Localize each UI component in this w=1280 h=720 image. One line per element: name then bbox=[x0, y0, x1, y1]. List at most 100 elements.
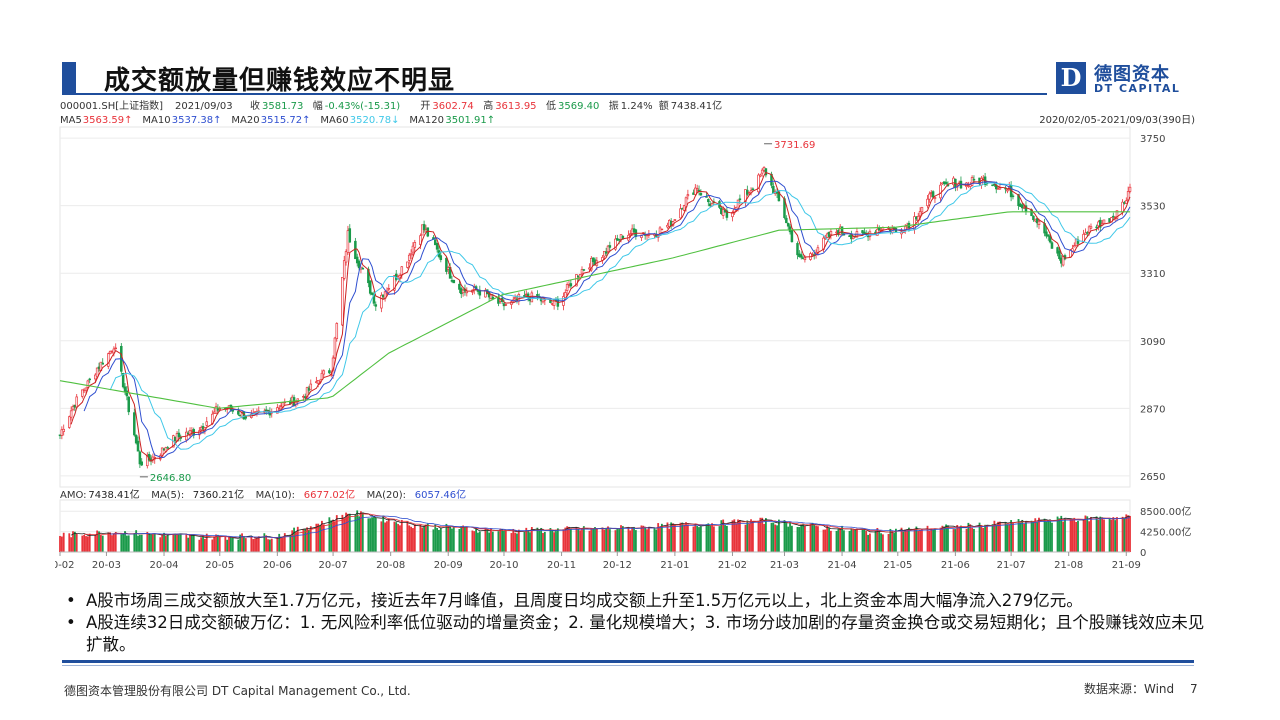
ma20-line bbox=[109, 182, 1131, 450]
volume-bar-358 bbox=[991, 524, 994, 552]
volume-bar-220 bbox=[631, 528, 634, 552]
ma60-line bbox=[59, 211, 1130, 409]
title-accent-bar bbox=[62, 62, 76, 94]
dt-capital-logo: D 德图资本 DT CAPITAL bbox=[1056, 62, 1196, 98]
candle-body-26 bbox=[125, 390, 129, 397]
volume-bar-115 bbox=[358, 516, 360, 552]
volume-bar-253 bbox=[718, 526, 721, 552]
x-tick-label-8: 20-10 bbox=[489, 560, 518, 571]
candle-body-247 bbox=[699, 192, 703, 196]
candle-body-215 bbox=[617, 238, 621, 241]
volume-bar-380 bbox=[1047, 521, 1050, 552]
candle-body-7 bbox=[75, 396, 78, 408]
candle-body-198 bbox=[575, 274, 578, 287]
volume-bar-90 bbox=[293, 527, 295, 552]
candle-body-138 bbox=[419, 235, 422, 245]
candle-body-140 bbox=[422, 224, 426, 231]
candle-body-132 bbox=[400, 266, 404, 276]
volume-bar-237 bbox=[673, 524, 676, 552]
quote-date: 2021/09/03 bbox=[175, 101, 233, 112]
candle-body-17 bbox=[101, 362, 104, 365]
candle-body-137 bbox=[413, 242, 417, 248]
volume-bar-43 bbox=[172, 533, 175, 552]
volume-bar-81 bbox=[269, 539, 271, 552]
volume-bar-85 bbox=[280, 537, 282, 552]
volume-bar-136 bbox=[412, 528, 414, 552]
candle-body-267 bbox=[751, 188, 755, 191]
candle-body-285 bbox=[799, 254, 803, 258]
volume-bar-158 bbox=[471, 530, 474, 552]
volume-bar-368 bbox=[1017, 519, 1020, 552]
volume-bar-354 bbox=[980, 525, 983, 552]
volume-bar-319 bbox=[889, 528, 892, 552]
candle-body-195 bbox=[565, 284, 569, 291]
volume-bar-411 bbox=[1127, 515, 1130, 552]
candle-body-374 bbox=[1032, 215, 1035, 221]
volume-bar-338 bbox=[939, 527, 942, 552]
candle-body-398 bbox=[1095, 226, 1098, 229]
volume-bar-315 bbox=[878, 531, 881, 552]
candle-body-240 bbox=[682, 205, 686, 211]
volume-bar-224 bbox=[642, 525, 645, 552]
volume-bar-212 bbox=[608, 529, 611, 552]
volume-bar-268 bbox=[757, 521, 760, 552]
volume-bar-31 bbox=[138, 534, 141, 552]
volume-bar-294 bbox=[824, 529, 827, 552]
volume-bar-59 bbox=[213, 536, 216, 552]
volume-bar-142 bbox=[426, 523, 429, 552]
volume-bar-221 bbox=[633, 526, 635, 552]
volume-bar-301 bbox=[841, 525, 843, 552]
volume-bar-351 bbox=[971, 527, 974, 552]
data-source: 数据来源：Wind bbox=[1084, 682, 1175, 696]
volume-bar-14 bbox=[96, 530, 99, 552]
candle-body-28 bbox=[133, 412, 136, 436]
volume-bar-281 bbox=[789, 521, 791, 552]
candle-body-381 bbox=[1048, 235, 1052, 243]
volume-bar-343 bbox=[952, 529, 955, 552]
volume-bar-340 bbox=[943, 526, 946, 552]
candle-body-328 bbox=[913, 216, 916, 230]
volume-bar-243 bbox=[692, 526, 695, 552]
volume-bar-139 bbox=[421, 527, 424, 552]
x-tick-label-17: 21-07 bbox=[997, 560, 1026, 571]
volume-bar-366 bbox=[1010, 520, 1013, 552]
volume-bar-367 bbox=[1012, 522, 1014, 552]
candle-body-269 bbox=[759, 174, 762, 177]
volume-bar-254 bbox=[720, 520, 723, 552]
x-tick-label-15: 21-05 bbox=[883, 560, 912, 571]
volume-bar-84 bbox=[278, 533, 281, 552]
candle-body-407 bbox=[1115, 210, 1119, 219]
volume-bar-138 bbox=[419, 524, 422, 552]
volume-bar-97 bbox=[309, 526, 312, 552]
quote-label-4: 低 bbox=[546, 99, 556, 112]
candle-body-29 bbox=[134, 435, 138, 444]
volume-bar-149 bbox=[447, 525, 450, 552]
x-tick-label-4: 20-06 bbox=[263, 560, 292, 571]
volume-bar-234 bbox=[668, 528, 671, 552]
volume-bar-304 bbox=[850, 528, 853, 552]
candle-body-57 bbox=[205, 421, 209, 426]
volume-bar-122 bbox=[374, 517, 377, 552]
candle-body-115 bbox=[357, 260, 361, 269]
volume-bar-311 bbox=[867, 534, 869, 552]
page-title: 成交额放量但赚钱效应不明显 bbox=[104, 66, 456, 96]
volume-bar-54 bbox=[200, 537, 203, 552]
volume-bar-169 bbox=[499, 528, 502, 552]
candle-body-10 bbox=[84, 387, 88, 391]
volume-bar-293 bbox=[822, 529, 825, 552]
volume-bar-275 bbox=[774, 524, 777, 552]
ma-legend-value-1: 3537.38↑ bbox=[172, 115, 222, 126]
volume-bar-316 bbox=[880, 533, 882, 552]
volume-bar-357 bbox=[986, 525, 988, 552]
candle-body-145 bbox=[435, 242, 439, 250]
volume-bar-146 bbox=[438, 529, 440, 552]
volume-bar-312 bbox=[869, 533, 871, 552]
volume-bar-56 bbox=[203, 538, 206, 552]
ma-legend-value-3: 3520.78↓ bbox=[350, 115, 400, 126]
candle-body-27 bbox=[127, 396, 130, 413]
footer-rule bbox=[62, 660, 1194, 663]
volume-bar-108 bbox=[341, 514, 344, 552]
volume-bar-213 bbox=[614, 530, 617, 552]
candle-body-338 bbox=[939, 184, 942, 199]
candle-body-210 bbox=[604, 251, 608, 254]
